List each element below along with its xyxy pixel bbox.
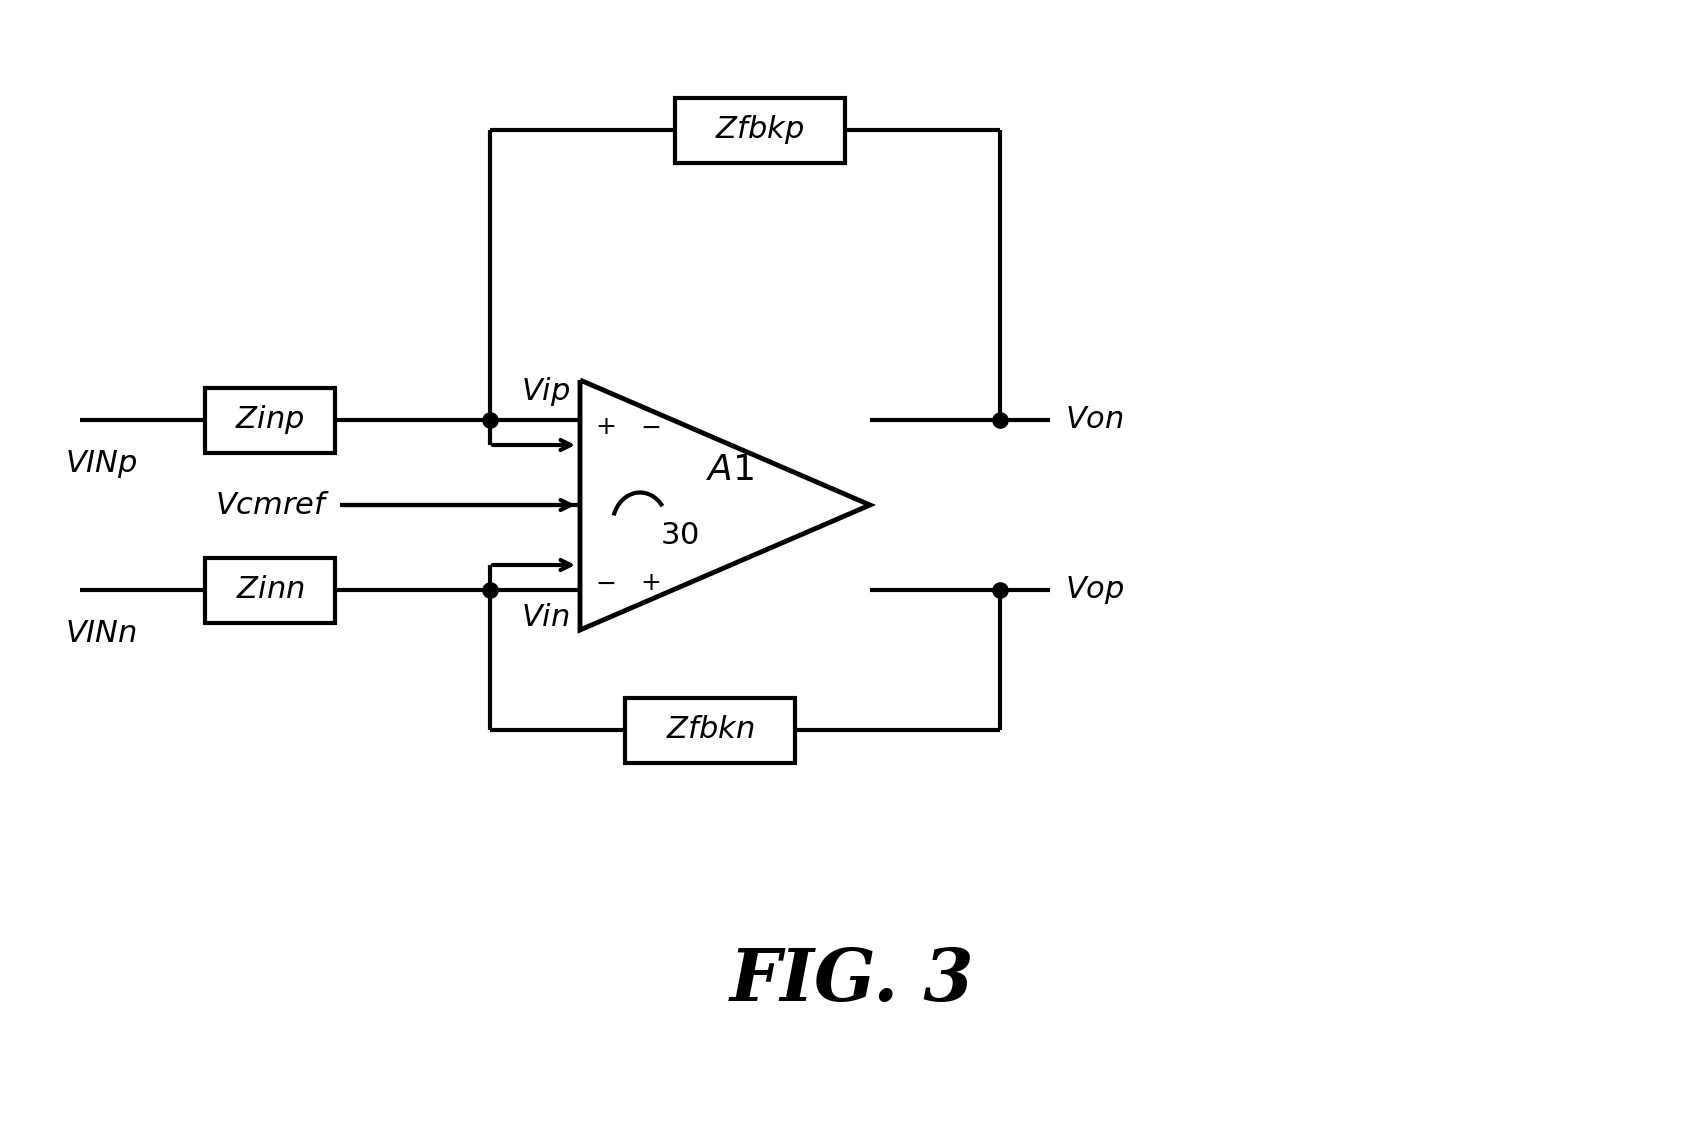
Text: $VINp$: $VINp$ bbox=[65, 448, 138, 480]
Point bbox=[476, 581, 503, 599]
Text: $-$: $-$ bbox=[595, 571, 616, 595]
Text: $VINn$: $VINn$ bbox=[65, 618, 136, 649]
Point bbox=[987, 411, 1014, 429]
Text: $Vcmref$: $Vcmref$ bbox=[215, 490, 331, 520]
Bar bbox=[626, 698, 795, 762]
Bar bbox=[205, 388, 334, 452]
Text: $30$: $30$ bbox=[660, 519, 699, 551]
Bar bbox=[675, 97, 846, 163]
Point bbox=[987, 581, 1014, 599]
Text: $Vin$: $Vin$ bbox=[522, 602, 569, 633]
Text: $Vip$: $Vip$ bbox=[520, 375, 569, 408]
Text: $Vop$: $Vop$ bbox=[1066, 575, 1125, 606]
Text: $+$: $+$ bbox=[595, 415, 616, 439]
Text: $A1$: $A1$ bbox=[706, 454, 754, 487]
Text: FIG. 3: FIG. 3 bbox=[730, 944, 974, 1016]
Text: $Zfbkp$: $Zfbkp$ bbox=[716, 113, 805, 147]
Text: $Zinp$: $Zinp$ bbox=[235, 404, 305, 437]
Text: $-$: $-$ bbox=[639, 415, 660, 439]
Text: $Zfbkn$: $Zfbkn$ bbox=[665, 715, 754, 745]
Point bbox=[476, 411, 503, 429]
Text: $Zinn$: $Zinn$ bbox=[235, 575, 303, 605]
Text: $+$: $+$ bbox=[639, 571, 660, 595]
Bar bbox=[205, 558, 334, 622]
Text: $Von$: $Von$ bbox=[1066, 405, 1124, 435]
